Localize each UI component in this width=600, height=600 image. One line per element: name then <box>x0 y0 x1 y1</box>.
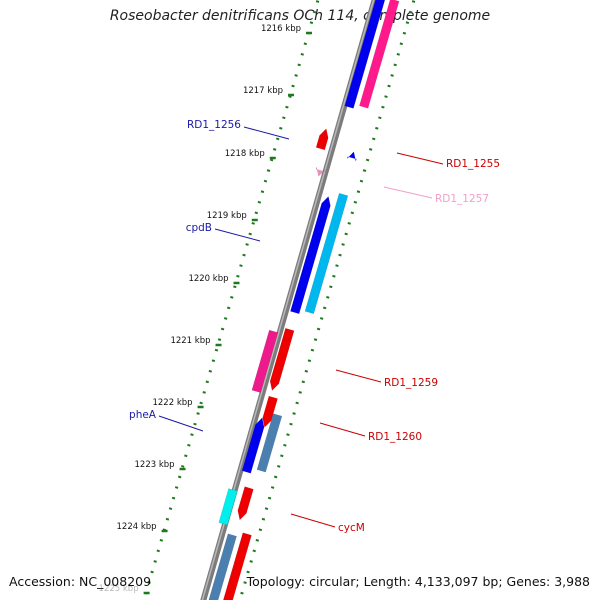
genes-layer <box>207 0 400 600</box>
accession-text: Accession: NC_008209 <box>9 574 152 589</box>
kbp-ticks-layer: 1216 kbp 1217 kbp 1218 kbp 1219 kbp 1220 kbp… <box>99 24 313 595</box>
gene-label-rd1-1260[interactable]: RD1_1260 <box>368 431 422 443</box>
kbp-tick-label: 1218 kbp <box>225 149 265 159</box>
gene-label-rd1-1259[interactable]: RD1_1259 <box>384 377 438 389</box>
gene-rd1-1255[interactable] <box>315 128 329 151</box>
kbp-tick-label: 1224 kbp <box>117 522 157 532</box>
kbp-tick-label: 1216 kbp <box>261 24 301 34</box>
gene-label-leader <box>335 369 382 383</box>
gene-rd1-1259[interactable] <box>251 329 279 393</box>
gene-label-rd1-1255[interactable]: RD1_1255 <box>446 158 500 170</box>
gene-label-cycm[interactable]: cycM <box>338 522 365 534</box>
gene-rd1-1259-left[interactable] <box>269 327 295 392</box>
gene-label-rd1-1256[interactable]: RD1_1256 <box>187 119 241 131</box>
kbp-tick-label: 1220 kbp <box>188 274 228 284</box>
gene-phea-neighbor[interactable] <box>256 413 283 473</box>
gene-bottom-steel[interactable] <box>207 533 237 600</box>
gene-cpdb-neighbor[interactable] <box>290 195 331 315</box>
gene-cpdb[interactable] <box>304 192 349 315</box>
kbp-tick-label: 1223 kbp <box>135 460 175 470</box>
gene-top-blue[interactable] <box>344 0 386 109</box>
gene-label-phea[interactable]: pheA <box>129 409 157 421</box>
gene-label-rd1-1257[interactable]: RD1_1257 <box>435 193 489 205</box>
gene-label-leader <box>319 422 366 437</box>
gene-bottom-red[interactable] <box>220 532 252 600</box>
gene-cycm-left[interactable] <box>237 486 254 521</box>
gene-label-leader <box>243 126 290 140</box>
gene-label-leader <box>214 228 261 242</box>
gene-cycm[interactable] <box>218 488 238 526</box>
gene-label-leader <box>290 513 336 528</box>
gene-label-leader <box>396 152 444 165</box>
kbp-tick-label: 1221 kbp <box>170 336 210 346</box>
gene-label-leader <box>383 186 433 199</box>
gene-label-leader <box>158 415 204 432</box>
gene-phea[interactable] <box>241 417 265 474</box>
kbp-tick-label: 1222 kbp <box>152 398 192 408</box>
kbp-tick-label: 1217 kbp <box>243 86 283 96</box>
gene-rd1-1257[interactable] <box>315 166 326 177</box>
gene-top-pink[interactable] <box>359 0 400 109</box>
kbp-tick-label: 1225 kbp <box>99 584 139 594</box>
kbp-tick-label: 1219 kbp <box>207 211 247 221</box>
gene-label-cpdb[interactable]: cpdB <box>186 222 212 234</box>
gene-rd1-1256[interactable] <box>346 151 357 162</box>
gene-labels-layer: RD1_1256 RD1_1255 RD1_1257 cpdB RD1_1259 RD1_… <box>129 119 500 534</box>
genome-stats-text: Topology: circular; Length: 4,133,097 bp… <box>246 574 590 589</box>
